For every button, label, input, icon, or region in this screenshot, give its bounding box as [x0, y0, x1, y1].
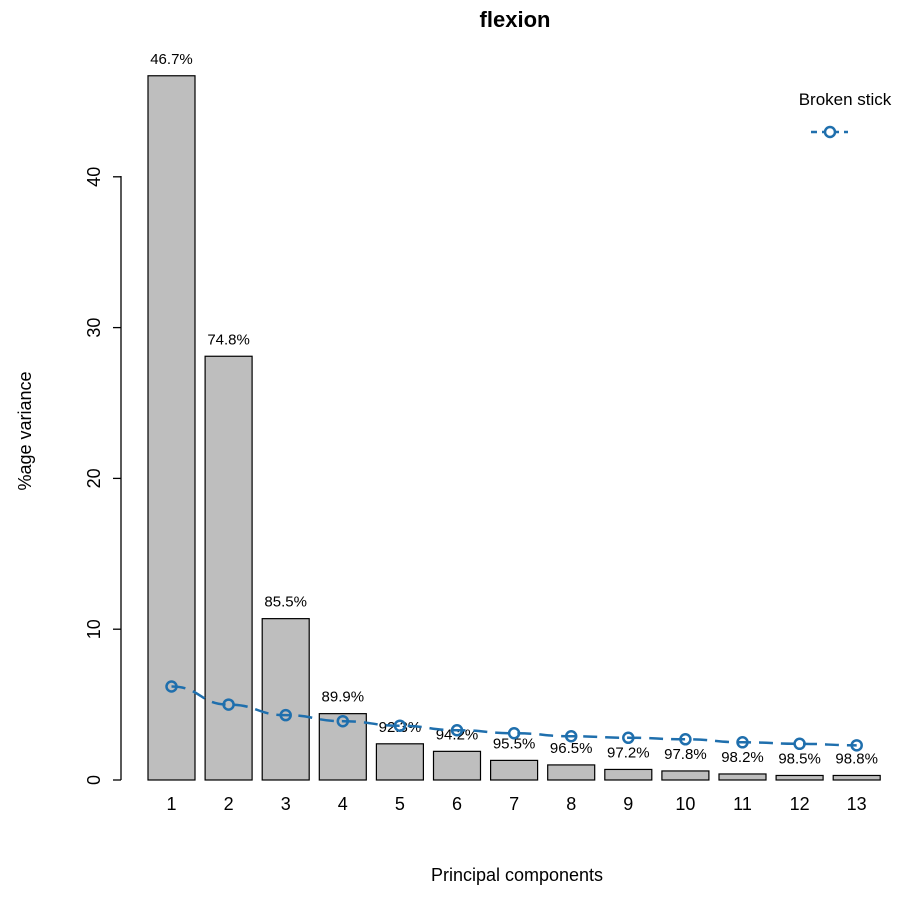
bar — [318, 713, 367, 781]
bar — [261, 618, 310, 781]
x-tick-label: 6 — [452, 794, 462, 814]
legend: Broken stick — [799, 90, 892, 139]
broken-stick-point — [450, 723, 464, 737]
broken-stick-point — [222, 698, 235, 711]
bar-data-label: 95.5% — [493, 735, 536, 752]
bar-data-label: 96.5% — [550, 740, 593, 757]
bar-data-label: 85.5% — [264, 594, 307, 611]
broken-stick-point — [393, 719, 407, 732]
bar-data-label: 98.8% — [835, 750, 878, 767]
x-tick-label: 12 — [790, 794, 810, 814]
broken-stick-point — [793, 737, 806, 751]
broken-stick-point — [564, 730, 578, 743]
broken-stick-point — [622, 731, 635, 745]
bar — [832, 774, 881, 781]
bar-data-label: 97.8% — [664, 746, 707, 763]
x-tick-label: 10 — [675, 794, 695, 814]
bar-data-label: 92.3% — [379, 719, 422, 736]
y-axis: 0 10 20 30 40 — [84, 167, 122, 785]
bar — [718, 773, 767, 781]
x-tick-labels: 1 2 3 4 5 6 7 8 9 10 11 12 13 — [166, 794, 866, 814]
broken-stick-point — [736, 736, 749, 749]
x-tick-label: 9 — [623, 794, 633, 814]
x-tick-label: 1 — [166, 794, 176, 814]
x-tick-label: 2 — [224, 794, 234, 814]
broken-stick-point — [165, 680, 178, 693]
bar — [375, 743, 424, 781]
broken-stick-series — [165, 680, 863, 752]
bar — [661, 770, 710, 781]
x-tick-label: 5 — [395, 794, 405, 814]
bar-data-label: 74.8% — [207, 331, 250, 348]
bar-data-labels: 46.7%74.8%85.5%89.9%92.3% 94.2%95.5% 96.5%… — [150, 51, 878, 768]
y-tick-label: 20 — [84, 468, 104, 488]
x-tick-label: 4 — [338, 794, 348, 814]
y-tick-label: 30 — [84, 318, 104, 338]
chart-title: flexion — [480, 7, 551, 32]
bar-data-label: 46.7% — [150, 51, 193, 68]
bar — [204, 355, 253, 781]
x-tick-label: 7 — [509, 794, 519, 814]
broken-stick-point — [850, 739, 863, 752]
bar-data-label: 98.5% — [778, 750, 821, 767]
broken-stick-point — [507, 727, 521, 740]
y-tick-label: 40 — [84, 167, 104, 187]
bar — [547, 764, 596, 781]
x-tick-label: 13 — [847, 794, 867, 814]
bar — [604, 768, 653, 781]
bar-data-label: 98.2% — [721, 749, 764, 766]
bar-data-label: 97.2% — [607, 744, 650, 761]
bar — [775, 774, 824, 781]
x-axis-title: Principal components — [431, 865, 603, 885]
x-tick-label: 8 — [566, 794, 576, 814]
broken-stick-point — [336, 714, 350, 728]
x-tick-label: 11 — [733, 794, 752, 814]
bar — [490, 759, 539, 781]
legend-label: Broken stick — [799, 90, 892, 109]
bar-series — [147, 75, 881, 781]
y-tick-label: 10 — [84, 619, 104, 639]
x-tick-label: 3 — [281, 794, 291, 814]
broken-stick-point — [279, 708, 292, 722]
y-tick-label: 0 — [84, 775, 104, 785]
y-axis-title: %age variance — [15, 371, 35, 490]
legend-marker-swatch — [823, 125, 837, 139]
broken-stick-point — [679, 733, 692, 746]
bar — [147, 75, 196, 781]
bar-data-label: 89.9% — [322, 689, 365, 706]
bar — [432, 750, 482, 781]
